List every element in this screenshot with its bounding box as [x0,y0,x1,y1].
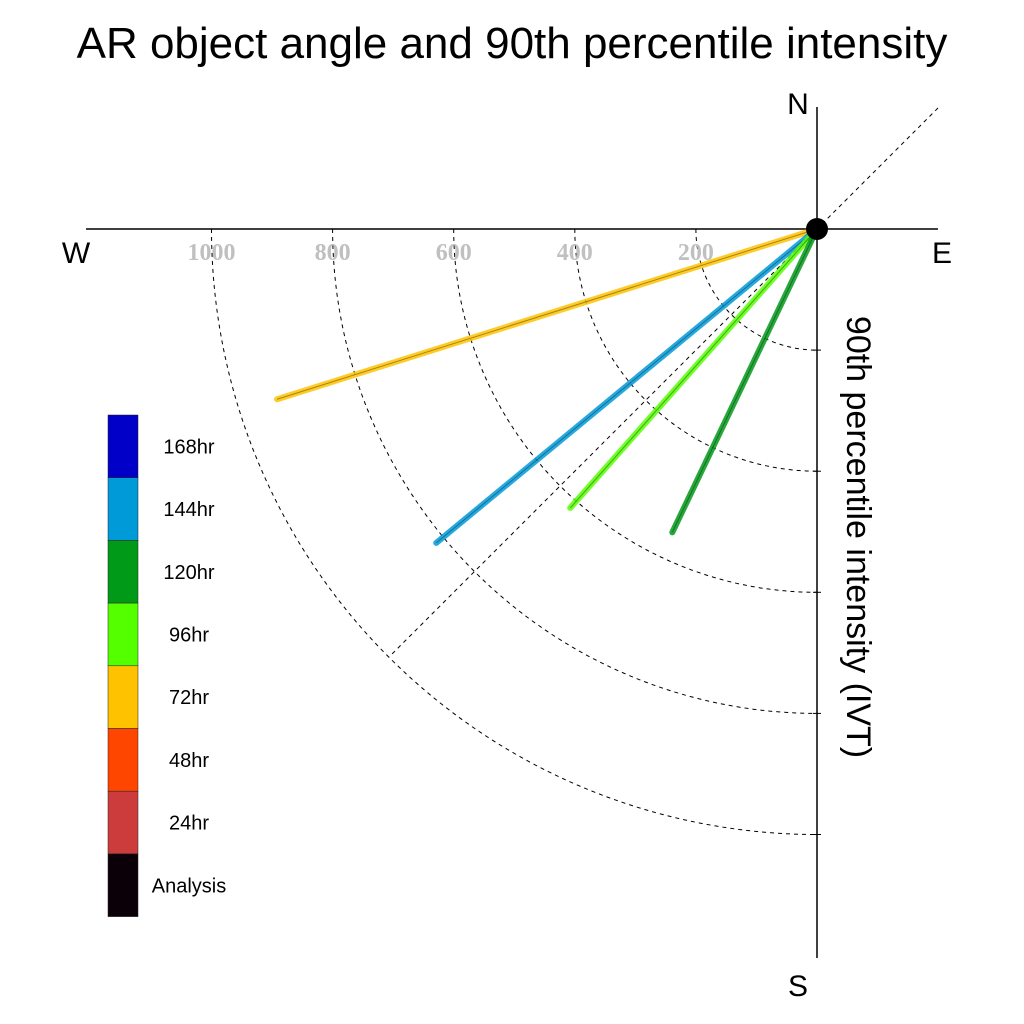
compass-south: S [788,970,808,1003]
legend-label: 48hr [169,750,209,772]
legend-label: 72hr [169,687,209,709]
series-lines [274,226,820,546]
legend-swatch [107,728,139,792]
legend-label: 144hr [163,499,214,521]
compass-north: N [787,88,809,121]
origin-marker [806,218,828,240]
intensity-rings [211,228,821,835]
intensity-tick-label: 1000 [188,240,236,266]
legend-label: 120hr [163,562,214,584]
intensity-tick-label: 600 [436,240,472,266]
legend-swatch [107,540,139,604]
y-axis-label: 90th percentile intensity (IVT) [839,316,877,758]
legend-label: Analysis [152,875,226,897]
legend-swatch [107,477,139,541]
legend-swatch [107,853,139,917]
series-line [567,226,820,511]
intensity-ring [332,228,818,714]
legend-label: 96hr [169,624,209,646]
legend-swatch [107,602,139,667]
diagonal-reference-line [388,107,939,658]
intensity-tick-label: 400 [557,240,593,266]
compass-east: E [932,237,952,270]
intensity-ring [695,228,818,351]
legend: 168hr 144hr 120hr 96hr 72hr 48hr 24hr Analysis [107,414,226,917]
legend-swatch [107,665,139,729]
legend-label: 168hr [163,436,214,458]
legend-swatch [107,414,139,478]
series-line [669,226,820,536]
intensity-tick-label: 800 [315,240,351,266]
series-line [433,226,820,546]
series-line [274,226,820,403]
chart-title: AR object angle and 90th percentile inte… [77,19,948,68]
legend-swatch [107,790,139,855]
legend-label: 24hr [169,813,209,835]
compass-west: W [62,237,91,270]
